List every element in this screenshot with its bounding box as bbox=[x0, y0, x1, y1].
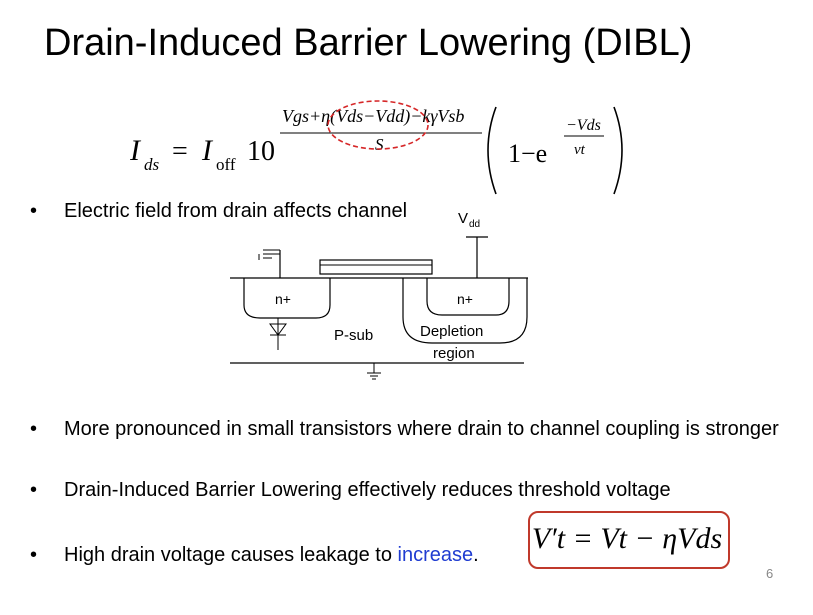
eq-lhs-sub: ds bbox=[144, 155, 160, 174]
eq-ioff-sub: off bbox=[216, 155, 236, 174]
depletion-label-2: region bbox=[433, 345, 475, 362]
substrate-label: P-sub bbox=[334, 327, 373, 344]
bullet-text: High drain voltage causes leakage to inc… bbox=[64, 541, 784, 569]
drain-n-plus: n+ bbox=[457, 291, 473, 307]
depletion-label-1: Depletion bbox=[420, 323, 483, 340]
vt-equation-text: V′t = Vt − ηVds bbox=[532, 522, 722, 555]
transistor-cross-section: V dd n+ n+ P-sub Depletion region bbox=[230, 210, 528, 380]
eq-lhs-i: I bbox=[130, 134, 142, 167]
eq-exp-numerator: Vgs+η(Vds−Vdd)−kγVsb bbox=[282, 106, 464, 127]
bullet-dot: • bbox=[30, 200, 38, 222]
page-number: 6 bbox=[766, 566, 774, 581]
bullet-text: Electric field from drain affects channe… bbox=[64, 200, 408, 222]
increase-highlight: increase bbox=[397, 544, 474, 566]
vdd-label: V bbox=[458, 210, 468, 227]
dibl-current-equation: I ds = I off 10 Vgs+η(Vds−Vdd)−kγVsb S 1… bbox=[130, 100, 623, 195]
bullet-text-after: . bbox=[473, 544, 479, 566]
bullet-dot: • bbox=[30, 418, 38, 440]
eq-e-exp-num: −Vds bbox=[566, 117, 601, 134]
bullet-text: More pronounced in small transistors whe… bbox=[64, 418, 779, 440]
eq-e-exp-den: vt bbox=[574, 142, 586, 158]
threshold-voltage-equation: V′t = Vt − ηVds bbox=[528, 511, 730, 569]
eq-exp-denominator: S bbox=[375, 135, 384, 154]
eq-equals: = bbox=[172, 136, 188, 167]
slide-title: Drain-Induced Barrier Lowering (DIBL) bbox=[44, 22, 693, 64]
dibl-term-highlight bbox=[327, 100, 429, 150]
bullet-dot: • bbox=[30, 479, 38, 501]
eq-ioff-i: I bbox=[201, 134, 214, 167]
eq-base: 10 bbox=[247, 136, 275, 167]
bullet-text-before: High drain voltage causes leakage to bbox=[64, 544, 398, 566]
bullet-dot: • bbox=[30, 544, 38, 566]
bullet-text: Drain-Induced Barrier Lowering effective… bbox=[64, 479, 671, 501]
source-n-plus: n+ bbox=[275, 291, 291, 307]
eq-one-minus-e: 1−e bbox=[508, 139, 547, 168]
vdd-sub: dd bbox=[469, 219, 480, 230]
